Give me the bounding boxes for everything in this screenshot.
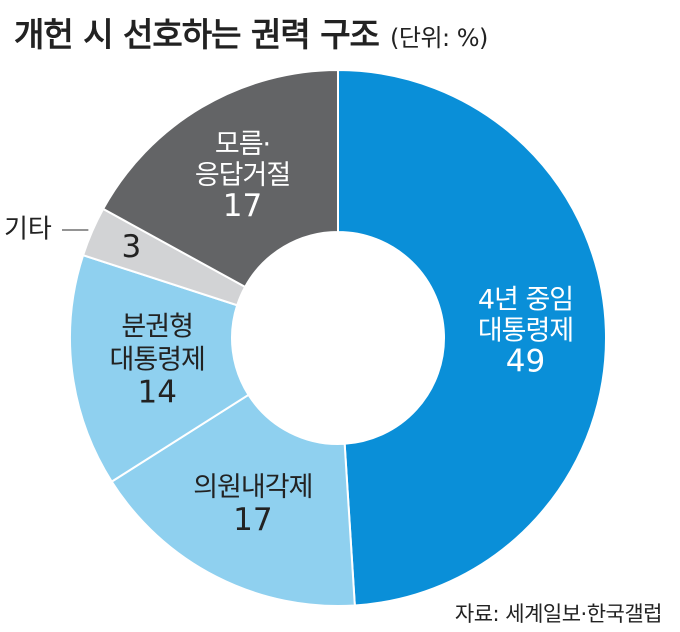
slice-category-label: 응답거절 — [195, 160, 290, 191]
title-text: 개헌 시 선호하는 권력 구조 — [14, 15, 380, 54]
slice-category-label: 분권형 — [121, 311, 193, 342]
slice-label-4: 3 — [122, 229, 142, 265]
slice-3 — [69, 253, 250, 483]
unit-text: (단위: %) — [390, 24, 488, 52]
slice-1 — [337, 68, 607, 607]
outside-category-label: 기타 — [4, 214, 52, 244]
slice-2 — [110, 393, 356, 607]
slice-value-label: 14 — [137, 374, 176, 410]
slice-category-label: 4년 중임 — [478, 285, 573, 316]
slice-value-label: 17 — [223, 188, 262, 224]
slice-value-label: 3 — [122, 229, 142, 265]
slice-value-label: 49 — [506, 344, 545, 380]
slice-category-label: 대통령제 — [478, 316, 573, 347]
source-note: 자료: 세계일보·한국갤럽 — [454, 602, 663, 626]
slice-5 — [101, 68, 339, 289]
slice-category-label: 대통령제 — [110, 344, 205, 375]
slice-value-label: 17 — [233, 502, 272, 538]
slice-category-label: 의원내각제 — [193, 472, 312, 503]
chart-title: 개헌 시 선호하는 권력 구조 (단위: %) — [14, 8, 488, 56]
slice-category-label: 모름· — [215, 129, 270, 160]
